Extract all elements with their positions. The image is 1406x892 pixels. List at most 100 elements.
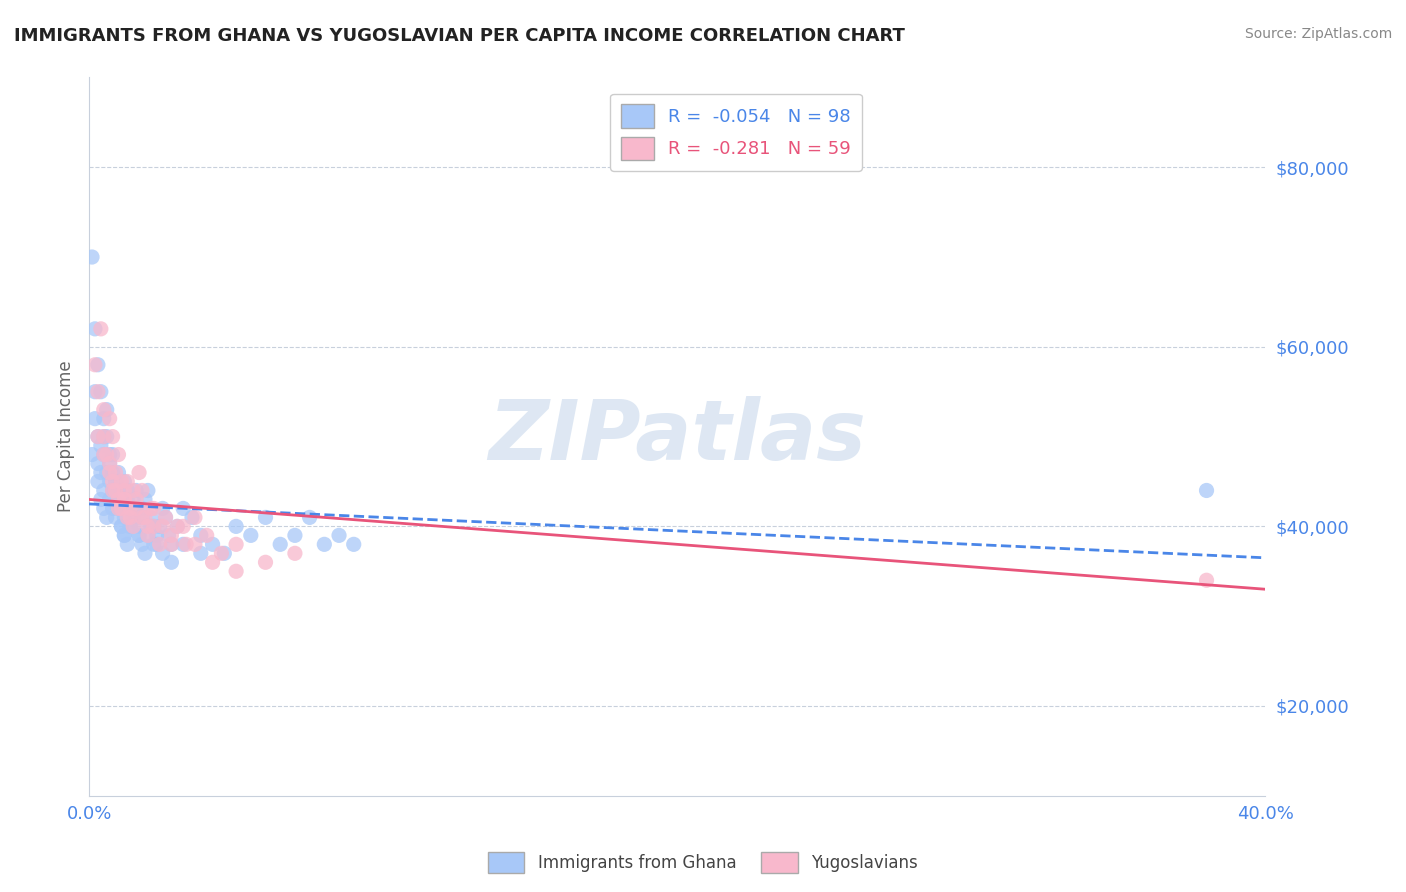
Point (149, 537, 172, 551)
Text: IMMIGRANTS FROM GHANA VS YUGOSLAVIAN PER CAPITA INCOME CORRELATION CHART: IMMIGRANTS FROM GHANA VS YUGOSLAVIAN PER… (14, 27, 905, 45)
Point (110, 492, 132, 507)
Point (128, 519, 150, 533)
Point (93, 402, 115, 417)
Point (112, 492, 135, 507)
Legend: R =  -0.054   N = 98, R =  -0.281   N = 59: R = -0.054 N = 98, R = -0.281 N = 59 (610, 94, 862, 170)
Point (107, 492, 129, 507)
Point (125, 501, 148, 516)
Point (160, 528, 183, 542)
Point (117, 475, 139, 489)
Point (90, 492, 112, 507)
Point (90, 322, 112, 336)
Point (172, 501, 194, 516)
Point (172, 519, 194, 533)
Point (149, 519, 172, 533)
Text: Source: ZipAtlas.com: Source: ZipAtlas.com (1244, 27, 1392, 41)
Point (120, 519, 142, 533)
Point (190, 546, 212, 560)
Point (104, 475, 127, 489)
Point (201, 555, 224, 569)
Point (93, 411, 115, 425)
Point (122, 519, 145, 533)
Point (98, 457, 121, 471)
Point (107, 501, 129, 516)
Point (120, 519, 142, 533)
Point (104, 466, 127, 480)
Point (87, 475, 110, 489)
Point (90, 439, 112, 453)
Point (190, 528, 212, 542)
Point (93, 483, 115, 498)
Point (98, 457, 121, 471)
Point (314, 537, 336, 551)
Point (101, 448, 124, 462)
Point (145, 528, 167, 542)
Point (101, 501, 124, 516)
Point (117, 483, 139, 498)
Point (87, 457, 110, 471)
Point (112, 475, 135, 489)
Point (96, 448, 118, 462)
Point (1195, 574, 1218, 588)
Point (184, 510, 207, 524)
Point (225, 564, 247, 578)
Point (98, 411, 121, 425)
Point (122, 483, 145, 498)
Point (93, 501, 115, 516)
Point (107, 448, 129, 462)
Point (128, 528, 150, 542)
Point (1195, 483, 1218, 498)
Point (128, 466, 150, 480)
Point (120, 501, 142, 516)
Point (254, 510, 277, 524)
Point (172, 537, 194, 551)
Point (284, 546, 307, 560)
Point (174, 537, 197, 551)
Point (101, 483, 124, 498)
Point (87, 384, 110, 399)
Point (93, 448, 115, 462)
Point (117, 537, 139, 551)
Point (201, 537, 224, 551)
Point (181, 510, 204, 524)
Point (142, 501, 165, 516)
Point (107, 501, 129, 516)
Point (93, 448, 115, 462)
Point (160, 537, 183, 551)
Point (98, 492, 121, 507)
Point (152, 546, 174, 560)
Point (112, 528, 135, 542)
Point (131, 501, 153, 516)
Point (101, 429, 124, 443)
Point (101, 483, 124, 498)
Point (166, 519, 188, 533)
Point (96, 510, 118, 524)
Point (84, 411, 107, 425)
Point (142, 519, 165, 533)
Point (104, 510, 127, 524)
Point (131, 537, 153, 551)
Point (98, 466, 121, 480)
Point (101, 475, 124, 489)
Point (254, 555, 277, 569)
Point (136, 483, 159, 498)
Point (298, 510, 321, 524)
Point (112, 483, 135, 498)
Point (136, 528, 159, 542)
Point (139, 510, 162, 524)
Point (104, 483, 127, 498)
Point (122, 501, 145, 516)
Point (125, 510, 148, 524)
Point (93, 429, 115, 443)
Point (101, 466, 124, 480)
Point (80, 448, 103, 462)
Point (214, 546, 236, 560)
Point (122, 492, 145, 507)
Point (145, 537, 167, 551)
Point (134, 510, 156, 524)
Point (110, 501, 132, 516)
Point (125, 492, 148, 507)
Point (117, 492, 139, 507)
Point (136, 528, 159, 542)
Point (80, 250, 103, 264)
